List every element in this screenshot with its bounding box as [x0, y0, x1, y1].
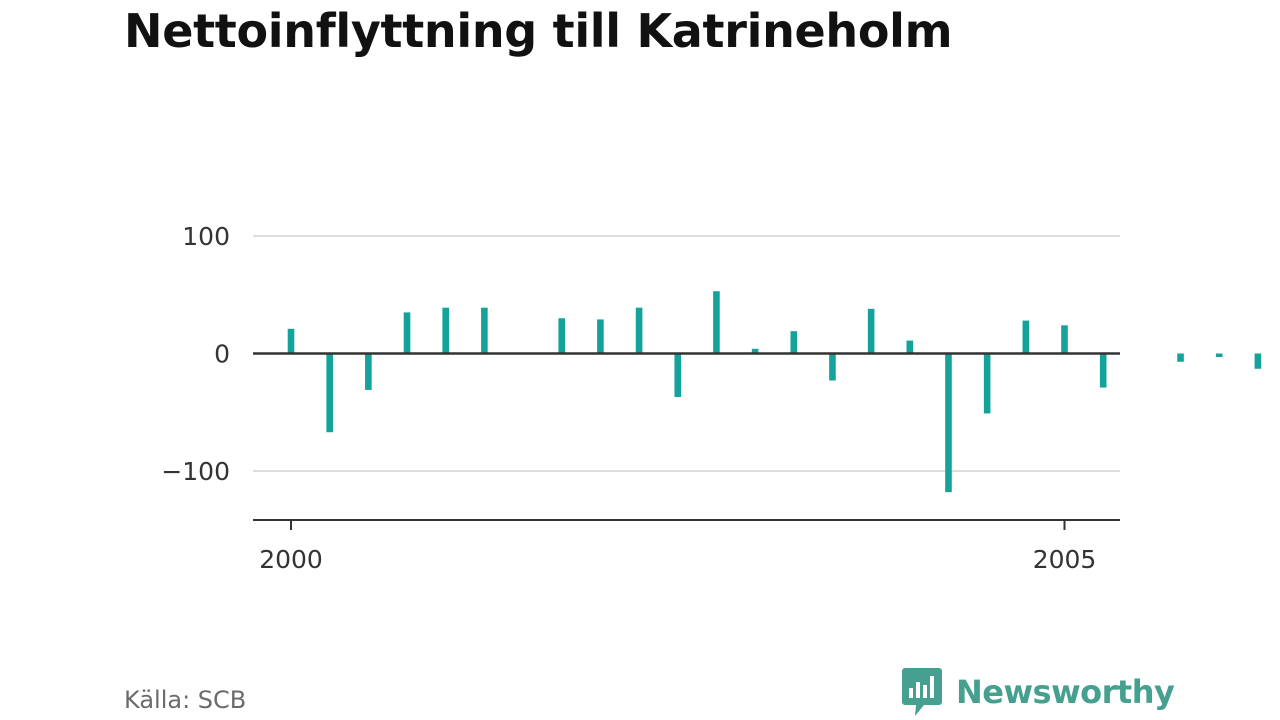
bar — [983, 353, 991, 414]
bar — [365, 353, 372, 390]
bar — [713, 291, 720, 354]
axes — [253, 352, 1120, 530]
y-tick-label: 0 — [214, 340, 230, 369]
newsworthy-logo-icon — [902, 668, 942, 716]
bar — [1061, 325, 1068, 354]
bar — [635, 307, 643, 354]
bar — [945, 353, 952, 493]
bar — [674, 353, 682, 397]
bar — [1099, 353, 1107, 388]
bar — [1177, 353, 1184, 362]
bar — [1215, 353, 1223, 358]
bar — [442, 307, 449, 354]
bar — [1254, 353, 1262, 369]
bar — [558, 318, 566, 354]
bar — [829, 353, 836, 381]
bar — [287, 328, 295, 354]
bar — [790, 331, 798, 354]
bar — [597, 319, 604, 354]
bar — [751, 348, 759, 354]
y-tick-label: −100 — [161, 457, 230, 486]
x-tick-label: 2005 — [1033, 545, 1097, 574]
bars — [287, 291, 1262, 493]
bar — [326, 353, 333, 433]
bar — [1022, 320, 1030, 354]
y-tick-label: 100 — [182, 222, 230, 251]
brand-name: Newsworthy — [956, 673, 1175, 711]
source-note: Källa: SCB — [124, 686, 247, 714]
chart-title: Nettoinflyttning till Katrineholm — [124, 4, 953, 58]
newsworthy-logo[interactable]: Newsworthy — [902, 668, 1175, 716]
gridlines — [253, 235, 1120, 472]
bar — [906, 340, 914, 354]
bar — [403, 312, 411, 354]
bar — [481, 307, 488, 354]
x-tick-label: 2000 — [259, 545, 323, 574]
bar — [867, 308, 875, 354]
